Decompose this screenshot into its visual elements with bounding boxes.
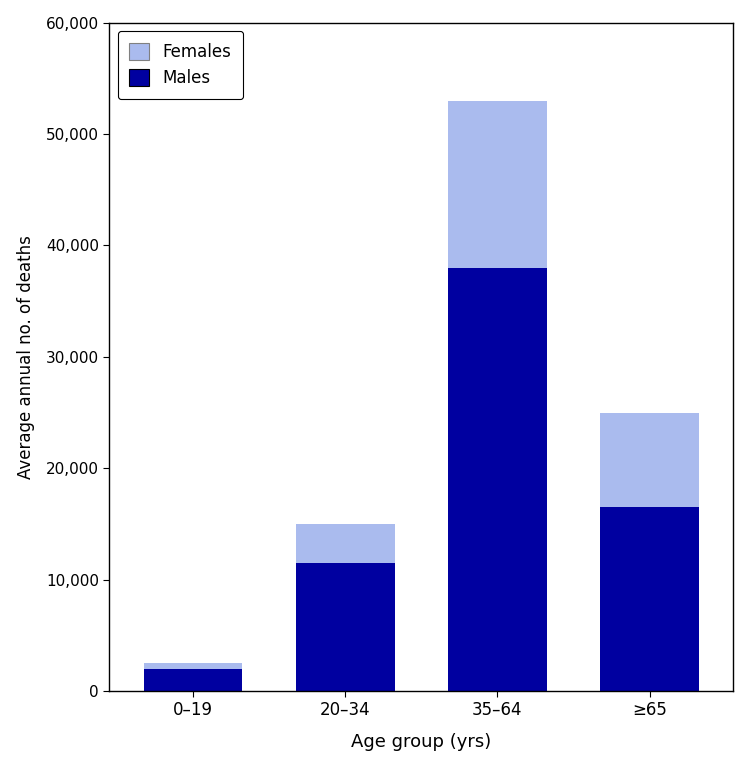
- Legend: Females, Males: Females, Males: [118, 31, 243, 99]
- Bar: [600, 507, 699, 691]
- X-axis label: Age group (yrs): Age group (yrs): [351, 733, 491, 751]
- Bar: [448, 268, 547, 691]
- Bar: [143, 664, 242, 669]
- Bar: [296, 524, 394, 563]
- Y-axis label: Average annual no. of deaths: Average annual no. of deaths: [16, 235, 34, 478]
- Bar: [600, 412, 699, 507]
- Bar: [448, 101, 547, 268]
- Bar: [143, 669, 242, 691]
- Bar: [296, 563, 394, 691]
